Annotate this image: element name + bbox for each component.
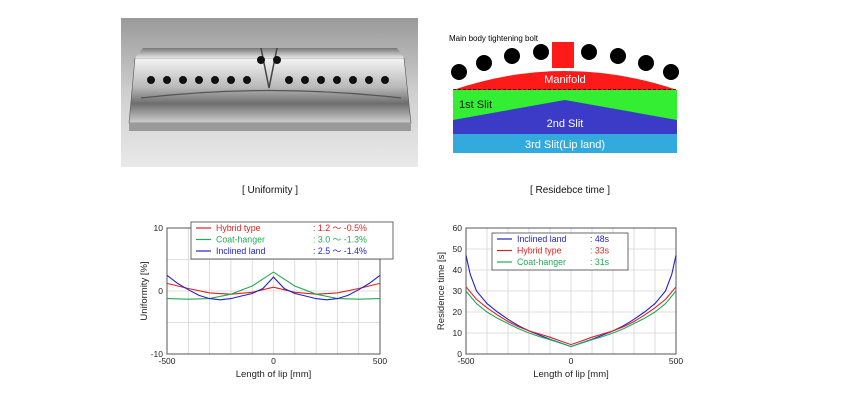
die-photo-bolts	[147, 56, 389, 84]
slit2-label: 2nd Slit	[547, 118, 584, 130]
x-tick-label: 500	[373, 356, 387, 366]
uniformity-chart: 10 0 -10-500 0 500 Length of lip [mm] Uniformi…	[139, 221, 394, 380]
y-tick-label: 50	[453, 244, 463, 254]
legend: Hybrid type : 1.2 ～ -0.5% Coat-hanger : 3.0…	[190, 221, 394, 260]
y-axis-label: Residence time [s]	[436, 252, 447, 330]
y-tick-label: 60	[453, 223, 463, 233]
die-cross-section: Main body tightening bolt Manifold 1st S…	[445, 28, 685, 156]
bolts	[451, 44, 679, 80]
legend-entry-value: : 48s	[590, 234, 610, 244]
caption-uniformity: [ Uniformity ]	[241, 185, 299, 196]
manifold-inlet	[552, 42, 574, 68]
die-photo-graphic	[121, 18, 418, 167]
x-tick-label: 0	[271, 356, 276, 366]
bolt-circle	[451, 64, 467, 80]
manifold-region	[453, 71, 677, 90]
legend-entry-name: Hybrid type	[216, 223, 261, 233]
bolt-circle	[533, 44, 549, 60]
legend-entry-name: Coat-hanger	[216, 235, 265, 245]
y-axis-label: Uniformity [%]	[139, 261, 150, 320]
legend-entry-name: Inclined land	[517, 234, 567, 244]
legend-entry-value: : 31s	[590, 257, 610, 267]
series-line-coat-hanger	[465, 290, 677, 348]
y-tick-label: 10	[154, 223, 164, 233]
y-tick-label: 30	[453, 286, 463, 296]
legend-entry-value: : 33s	[590, 246, 610, 256]
series-line-inclined-land	[166, 274, 381, 301]
y-tick-label: 0	[158, 286, 163, 296]
legend-entry-value: : 3.0 ～ -1.3%	[313, 235, 367, 245]
die-photo	[121, 18, 418, 167]
x-axis-label: Length of lip [mm]	[236, 369, 312, 380]
legend: Inclined land : 48s Hybrid type : 33s Coat-h…	[491, 232, 629, 271]
caption-residence: [ Residebce time ]	[529, 185, 611, 196]
y-tick-label: 20	[453, 307, 463, 317]
legend-entry-name: Hybrid type	[517, 246, 562, 256]
legend-box	[491, 232, 629, 271]
y-tick-label: -10	[151, 349, 164, 359]
legend-entry-value: : 1.2 ～ -0.5%	[313, 223, 367, 233]
bolt-circle	[476, 55, 492, 71]
manifold-label: Manifold	[544, 74, 586, 86]
y-tick-label: 0	[457, 349, 462, 359]
slit1-label: 1st Slit	[459, 99, 492, 111]
x-axis-label: Length of lip [mm]	[533, 369, 609, 380]
series-line-hybrid-type	[166, 282, 381, 295]
bolt-circle	[610, 48, 626, 64]
legend-entry-value: : 2.5 ～ -1.4%	[313, 246, 367, 256]
bolt-circle	[581, 44, 597, 60]
x-tick-label: 500	[669, 356, 683, 366]
y-tick-label: 10	[453, 328, 463, 338]
x-tick-label: -500	[457, 356, 474, 366]
slit2-region	[453, 100, 677, 134]
bolt-circle	[663, 64, 679, 80]
legend-entry-name: Coat-hanger	[517, 257, 566, 267]
legend-entry-name: Inclined land	[216, 246, 266, 256]
bolt-circle	[638, 55, 654, 71]
bolt-circle	[504, 48, 520, 64]
series-line-coat-hanger	[166, 271, 381, 300]
bolt-label: Main body tightening bolt	[449, 34, 539, 43]
x-tick-label: 0	[569, 356, 574, 366]
series-line-hybrid-type	[465, 286, 677, 346]
x-tick-label: -500	[158, 356, 175, 366]
slit3-region	[453, 134, 677, 153]
legend-box	[190, 221, 394, 260]
slit3-label: 3rd Slit(Lip land)	[525, 139, 605, 151]
y-tick-label: 40	[453, 265, 463, 275]
